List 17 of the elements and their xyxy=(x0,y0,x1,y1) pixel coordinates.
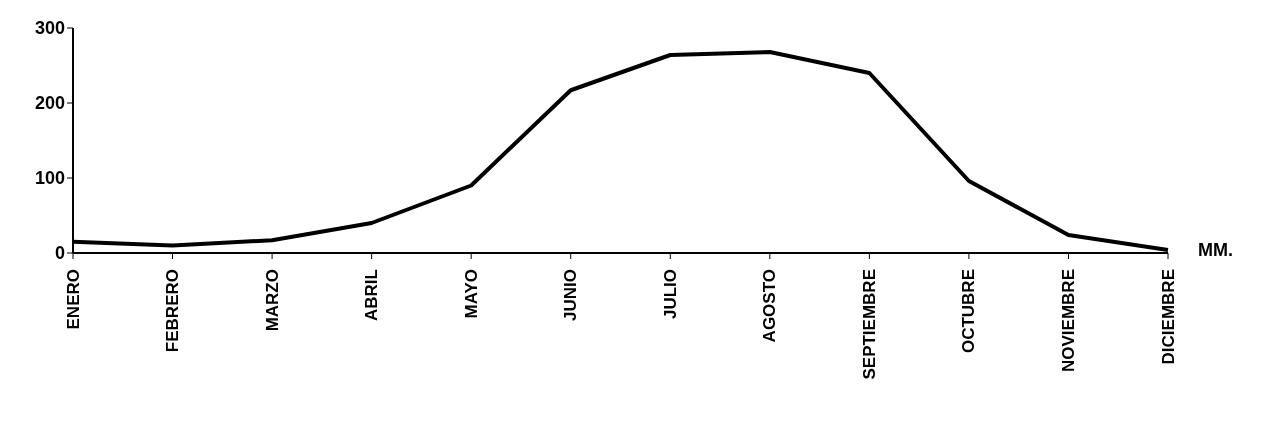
x-tick-label: AGOSTO xyxy=(760,269,780,343)
y-tick-label: 0 xyxy=(54,243,65,264)
x-tick-label: NOVIEMBRE xyxy=(1058,269,1078,372)
x-tick-label: OCTUBRE xyxy=(959,269,979,354)
x-tick-label: DICIEMBRE xyxy=(1158,269,1178,365)
x-tick-label: JULIO xyxy=(660,269,680,320)
x-tick-label: JUNIO xyxy=(561,269,581,321)
y-tick-label: 100 xyxy=(34,168,65,189)
x-tick-label: SEPTIEMBRE xyxy=(859,269,879,380)
x-tick-label: FEBRERO xyxy=(163,269,183,353)
x-tick-label: MARZO xyxy=(262,269,282,332)
x-tick-label: ENERO xyxy=(63,269,83,330)
y-axis-title: MM. xyxy=(1198,240,1233,261)
x-tick-label: ABRIL xyxy=(362,269,382,321)
y-tick-label: 200 xyxy=(34,93,65,114)
y-tick-label: 300 xyxy=(34,18,65,39)
x-tick-label: MAYO xyxy=(461,269,481,319)
